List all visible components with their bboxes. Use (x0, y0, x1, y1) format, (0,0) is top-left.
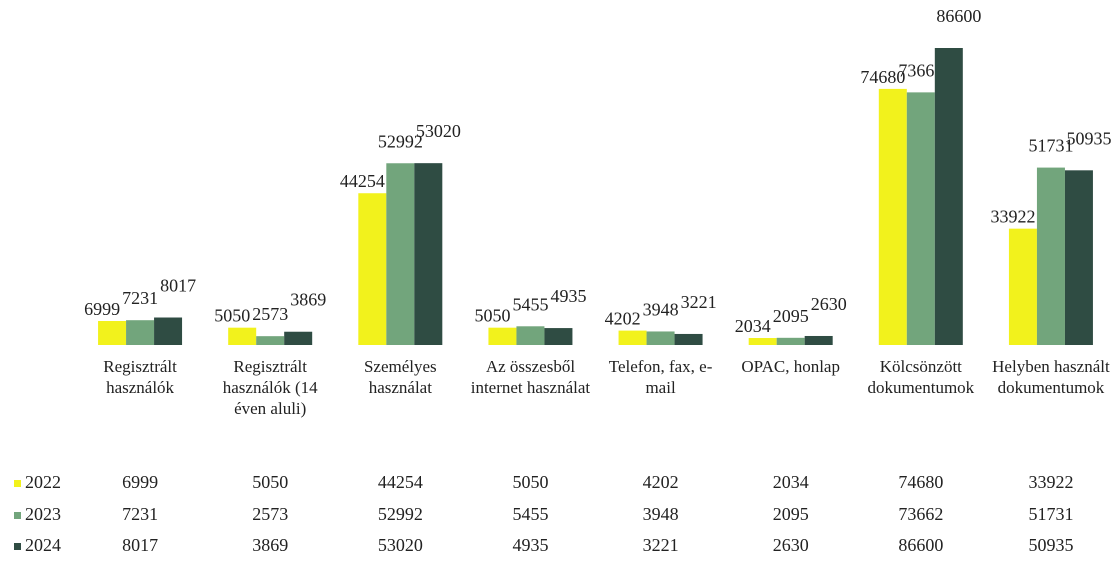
table-cell: 53020 (377, 535, 423, 555)
legend-item: 2022 (14, 472, 61, 493)
table-cell: 4202 (642, 472, 679, 492)
data-label: 6999 (84, 299, 120, 319)
bar (906, 92, 935, 345)
table-cell: 50935 (1028, 535, 1074, 555)
bar (1008, 228, 1037, 345)
data-label: 8017 (160, 276, 196, 296)
bar (386, 163, 415, 345)
table-cell: 8017 (122, 535, 159, 555)
bar (414, 163, 443, 345)
bar (544, 328, 573, 345)
data-label: 4202 (605, 309, 641, 329)
bar (256, 336, 285, 345)
data-label: 4935 (550, 286, 586, 306)
bar (776, 337, 805, 345)
legend-label: 2022 (25, 472, 61, 492)
table-cell: 7231 (122, 504, 159, 524)
bar (646, 331, 675, 345)
bar (1036, 167, 1065, 345)
data-label: 44254 (340, 171, 385, 191)
table-cell: 5050 (512, 472, 549, 492)
data-label: 2630 (811, 294, 847, 314)
bar (284, 331, 313, 345)
x-tick-label: Helyben használt dokumentumok (992, 357, 1110, 397)
x-tick-label: Az összesből internet használat (470, 357, 591, 397)
legend-swatch (14, 512, 21, 520)
table-cell: 33922 (1028, 472, 1074, 492)
bar (934, 48, 963, 345)
legend-label: 2024 (25, 535, 61, 555)
data-label: 73662 (898, 60, 943, 80)
table-cell: 5455 (512, 504, 549, 524)
table-cell: 2630 (772, 535, 809, 555)
bar (516, 326, 545, 345)
bar (748, 338, 777, 345)
data-label: 7231 (122, 288, 158, 308)
table-cell: 6999 (122, 472, 159, 492)
legend-item: 2023 (14, 504, 61, 525)
x-tick-label: OPAC, honlap (741, 357, 840, 376)
bar (488, 327, 517, 345)
data-label: 2034 (735, 316, 771, 336)
bar (618, 330, 647, 345)
table-cell: 3869 (252, 535, 289, 555)
table-cell: 4935 (512, 535, 549, 555)
bar (804, 335, 833, 345)
data-label: 86600 (936, 6, 981, 26)
legend-item: 2024 (14, 535, 61, 556)
table-cell: 44254 (377, 472, 423, 492)
bar (154, 317, 183, 345)
table-cell: 86600 (898, 535, 944, 555)
data-label: 3948 (643, 299, 679, 319)
table-cell: 51731 (1028, 504, 1074, 524)
data-label: 33922 (990, 207, 1035, 227)
bar (228, 327, 257, 345)
bar (674, 333, 703, 345)
data-label: 5050 (214, 306, 250, 326)
data-label: 50935 (1066, 128, 1111, 148)
data-label: 52992 (378, 131, 423, 151)
x-tick-label: Személyes használat (363, 357, 437, 397)
bar (98, 320, 127, 345)
bar (1064, 170, 1093, 345)
table-cell: 3948 (642, 504, 679, 524)
data-label: 74680 (860, 67, 905, 87)
table-cell: 2573 (252, 504, 289, 524)
data-label: 2573 (252, 304, 288, 324)
data-label: 2095 (773, 306, 809, 326)
legend-label: 2023 (25, 504, 61, 524)
x-tick-label: Regisztrált használók (14 éven aluli) (222, 357, 318, 418)
data-label: 5455 (512, 294, 548, 314)
data-label: 5050 (474, 306, 510, 326)
bar (358, 193, 387, 345)
table-cell: 74680 (898, 472, 944, 492)
table-cell: 52992 (377, 504, 423, 524)
legend-swatch (14, 543, 21, 551)
legend-swatch (14, 480, 21, 488)
data-label: 3869 (290, 290, 326, 310)
data-label: 3221 (681, 292, 717, 312)
bar (126, 320, 155, 345)
data-label: 51731 (1028, 136, 1073, 156)
bar (878, 88, 907, 345)
table-cell: 5050 (252, 472, 289, 492)
x-tick-label: Regisztrált használók (103, 357, 177, 397)
data-label: 53020 (416, 121, 461, 141)
table-cell: 2095 (772, 504, 809, 524)
table-cell: 3221 (642, 535, 679, 555)
table-cell: 73662 (898, 504, 944, 524)
x-tick-label: Telefon, fax, e-mail (608, 357, 713, 397)
table-cell: 2034 (772, 472, 809, 492)
x-tick-label: Kölcsönzött dokumentumok (867, 357, 975, 397)
